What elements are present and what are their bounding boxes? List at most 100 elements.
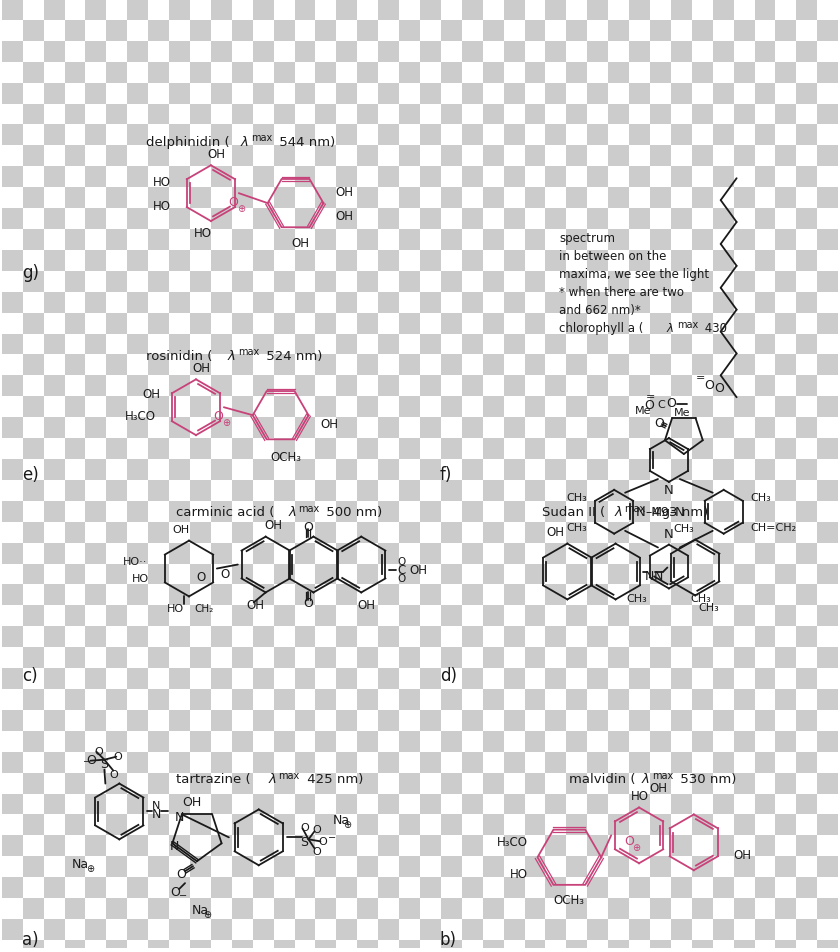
Bar	[274, 731, 295, 752]
Bar	[378, 481, 399, 502]
Bar	[441, 105, 462, 126]
Bar	[44, 647, 65, 668]
Bar	[190, 0, 211, 21]
Bar	[504, 585, 524, 605]
Bar	[316, 0, 336, 21]
Bar	[462, 710, 483, 731]
Bar	[650, 647, 671, 668]
Text: C: C	[657, 400, 664, 409]
Bar	[190, 105, 211, 126]
Bar	[712, 752, 733, 773]
Bar	[545, 522, 566, 543]
Bar	[23, 794, 44, 815]
Bar	[504, 292, 524, 313]
Bar	[671, 42, 692, 63]
Text: CH₃: CH₃	[751, 492, 771, 503]
Bar	[712, 418, 733, 439]
Bar	[504, 460, 524, 481]
Bar	[336, 543, 357, 564]
Bar	[232, 543, 253, 564]
Text: λ: λ	[269, 772, 276, 785]
Bar	[23, 63, 44, 84]
Bar	[817, 250, 838, 271]
Bar	[169, 229, 190, 250]
Bar	[378, 460, 399, 481]
Bar	[336, 626, 357, 647]
Bar	[378, 605, 399, 626]
Bar	[378, 168, 399, 188]
Bar	[295, 460, 316, 481]
Bar	[107, 668, 128, 689]
Bar	[107, 334, 128, 355]
Bar	[2, 877, 23, 898]
Bar	[650, 605, 671, 626]
Bar	[274, 585, 295, 605]
Bar	[504, 21, 524, 42]
Bar	[232, 898, 253, 919]
Bar	[336, 439, 357, 460]
Bar	[232, 334, 253, 355]
Bar	[524, 481, 545, 502]
Bar	[566, 502, 587, 522]
Bar	[608, 689, 629, 710]
Bar	[23, 815, 44, 836]
Bar	[86, 250, 107, 271]
Bar	[274, 0, 295, 21]
Bar	[504, 605, 524, 626]
Text: O: O	[94, 746, 102, 756]
Bar	[629, 543, 650, 564]
Bar	[483, 460, 504, 481]
Bar	[378, 585, 399, 605]
Bar	[420, 208, 441, 229]
Bar	[399, 418, 420, 439]
Bar	[545, 229, 566, 250]
Bar	[545, 585, 566, 605]
Bar	[817, 147, 838, 168]
Bar	[86, 0, 107, 21]
Bar	[107, 376, 128, 397]
Bar	[169, 208, 190, 229]
Bar	[357, 439, 378, 460]
Bar	[796, 439, 817, 460]
Bar	[629, 626, 650, 647]
Bar	[148, 334, 169, 355]
Bar	[253, 564, 274, 585]
Bar	[545, 773, 566, 794]
Bar	[232, 585, 253, 605]
Bar	[378, 898, 399, 919]
Bar	[107, 313, 128, 334]
Bar	[295, 63, 316, 84]
Bar	[775, 836, 796, 857]
Text: N: N	[635, 506, 645, 519]
Bar	[253, 481, 274, 502]
Bar	[608, 168, 629, 188]
Bar	[504, 502, 524, 522]
Bar	[524, 585, 545, 605]
Bar	[378, 626, 399, 647]
Bar	[420, 647, 441, 668]
Bar	[650, 522, 671, 543]
Bar	[462, 773, 483, 794]
Bar	[274, 877, 295, 898]
Bar	[357, 689, 378, 710]
Bar	[504, 940, 524, 952]
Bar	[712, 502, 733, 522]
Bar	[775, 919, 796, 940]
Bar	[754, 605, 775, 626]
Bar	[316, 376, 336, 397]
Bar	[316, 605, 336, 626]
Bar	[2, 460, 23, 481]
Bar	[274, 147, 295, 168]
Bar	[420, 250, 441, 271]
Bar	[420, 355, 441, 376]
Bar	[420, 334, 441, 355]
Bar	[775, 355, 796, 376]
Bar	[44, 731, 65, 752]
Bar	[692, 250, 712, 271]
Bar	[357, 668, 378, 689]
Bar	[796, 626, 817, 647]
Bar	[107, 460, 128, 481]
Bar	[378, 857, 399, 877]
Bar	[295, 794, 316, 815]
Bar	[399, 919, 420, 940]
